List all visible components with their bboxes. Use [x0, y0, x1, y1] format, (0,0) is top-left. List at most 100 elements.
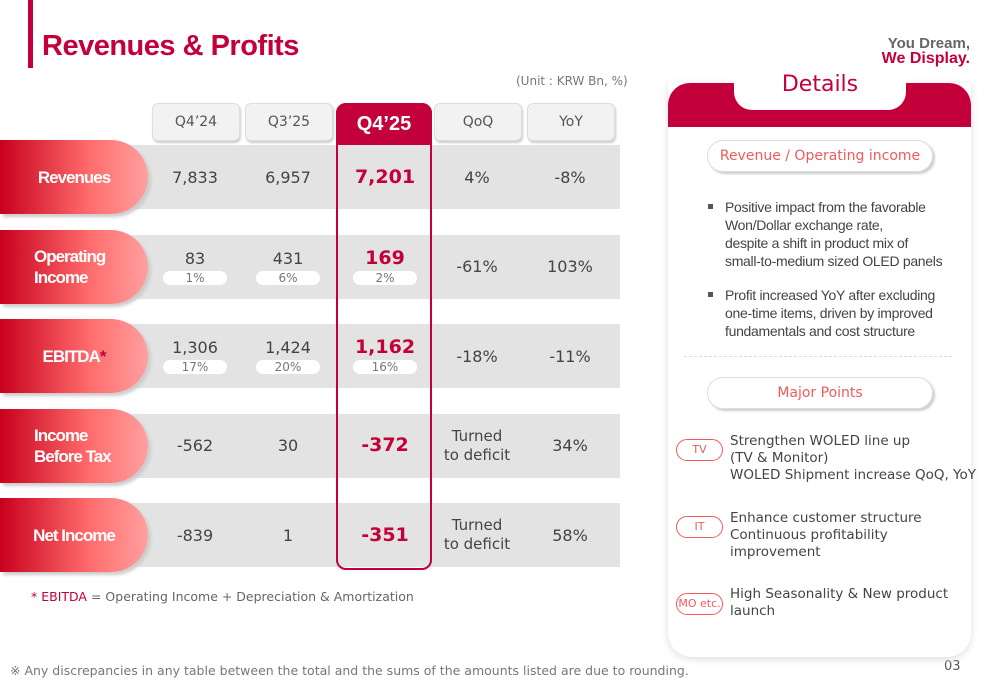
row-label-text: EBITDA [42, 346, 101, 366]
table-cell: Turned to deficit [432, 414, 522, 478]
details-panel [668, 83, 971, 657]
table-cell: -8% [525, 145, 615, 209]
details-title-notch [734, 70, 906, 110]
divider [684, 356, 952, 357]
column-header: QoQ [434, 103, 522, 141]
cell-value: -11% [549, 346, 591, 366]
table-cell: 1 [243, 503, 333, 567]
table-cell: 431 6% [243, 235, 333, 299]
cell-value: 83 [184, 248, 206, 268]
row-band [130, 503, 620, 567]
table-cell: 1,306 17% [150, 324, 240, 388]
page-title: Revenues & Profits [42, 30, 299, 62]
table-cell: -562 [150, 414, 240, 478]
row-band [130, 324, 620, 388]
column-header: Q3’25 [245, 103, 333, 141]
row-label: Operating Income [0, 229, 148, 304]
highlight-column-frame [336, 103, 432, 570]
cell-value: 103% [547, 257, 593, 276]
cell-value: 30 [277, 436, 299, 455]
unit-label: (Unit : KRW Bn, %) [516, 74, 628, 88]
table-cell: -372 [340, 414, 430, 478]
margin-badge: 20% [256, 360, 320, 374]
table-cell: 34% [525, 414, 615, 478]
cell-value: 58% [552, 525, 588, 545]
margin-badge: 2% [353, 270, 417, 285]
footnote: ※ Any discrepancies in any table between… [10, 663, 689, 678]
row-label-text: Income Before Tax [34, 425, 112, 466]
table-cell: -839 [150, 503, 240, 567]
margin-badge: 1% [163, 270, 227, 285]
row-band [130, 413, 620, 478]
row-band [130, 234, 620, 299]
cell-value: -562 [176, 436, 214, 455]
cell-value: -8% [554, 167, 586, 187]
cell-value: -61% [456, 257, 498, 276]
tag-mo: MO etc. [676, 593, 723, 615]
table-cell: -61% [432, 235, 522, 299]
margin-badge: 16% [353, 360, 417, 374]
cell-value: Turned to deficit [443, 426, 511, 464]
cell-value: 7,833 [172, 167, 218, 187]
table-cell: 58% [525, 503, 615, 567]
table-cell: -351 [340, 503, 430, 567]
cell-value: 1,306 [172, 338, 218, 357]
tag-tv: TV [676, 439, 723, 461]
bullet-square-icon [708, 204, 713, 209]
column-header: YoY [527, 103, 615, 141]
row-label: Revenues [0, 140, 148, 214]
cell-value: 6,957 [265, 167, 311, 187]
cell-value: 1,162 [354, 336, 416, 358]
row-label: Net Income [0, 498, 148, 572]
section-revenue-operating-income: Revenue / Operating income [707, 140, 933, 172]
column-header-q4-25: Q4’25 [336, 103, 432, 145]
table-cell: 1,424 20% [243, 324, 333, 388]
cell-value: -351 [361, 523, 409, 546]
cell-value: 4% [464, 167, 490, 187]
row-label-text: Operating Income [34, 246, 106, 287]
tag-it: IT [676, 516, 723, 538]
cell-value: -372 [361, 434, 409, 456]
table-cell: 169 2% [340, 235, 430, 299]
table-cell: -18% [432, 324, 522, 388]
details-title: Details [781, 72, 859, 97]
cell-value: 169 [365, 246, 405, 269]
cell-value: 34% [552, 436, 588, 455]
bullet-item: Profit increased YoY after excluding one… [708, 286, 935, 340]
table-cell: 4% [432, 145, 522, 209]
point-text: Strengthen WOLED line up (TV & Monitor) … [730, 433, 976, 483]
cell-value: -839 [176, 525, 214, 545]
column-header: Q4’24 [152, 103, 240, 141]
point-text: High Seasonality & New product launch [730, 586, 949, 619]
section-major-points: Major Points [707, 377, 933, 409]
table-cell: 1,162 16% [340, 324, 430, 388]
table-cell: Turned to deficit [432, 503, 522, 567]
cell-value: 7,201 [354, 165, 416, 188]
table-cell: 103% [525, 235, 615, 299]
cell-value: Turned to deficit [443, 516, 511, 553]
ebitda-note: * EBITDA = Operating Income + Depreciati… [31, 589, 414, 604]
row-label: EBITDA * [0, 319, 148, 393]
bullet-square-icon [708, 292, 713, 297]
row-label: Income Before Tax [0, 408, 148, 483]
row-band [130, 145, 620, 209]
cell-value: 431 [272, 248, 304, 268]
table-cell: -11% [525, 324, 615, 388]
title-accent-bar [28, 0, 33, 68]
table-cell: 30 [243, 414, 333, 478]
table-cell: 7,833 [150, 145, 240, 209]
cell-value: 1 [282, 525, 294, 545]
cell-value: -18% [456, 346, 498, 366]
row-label-text: Net Income [33, 525, 116, 545]
logo: You Dream, We Display. [881, 35, 970, 67]
cell-value: 1,424 [265, 338, 311, 357]
margin-badge: 17% [163, 360, 227, 374]
table-cell: 7,201 [340, 145, 430, 209]
bullet-item: Positive impact from the favorable Won/D… [708, 198, 943, 270]
row-label-text: Revenues [37, 167, 111, 187]
margin-badge: 6% [256, 270, 320, 285]
table-cell: 6,957 [243, 145, 333, 209]
point-text: Enhance customer structure Continuous pr… [730, 510, 922, 560]
table-cell: 83 1% [150, 235, 240, 299]
page-number: 03 [944, 659, 961, 674]
